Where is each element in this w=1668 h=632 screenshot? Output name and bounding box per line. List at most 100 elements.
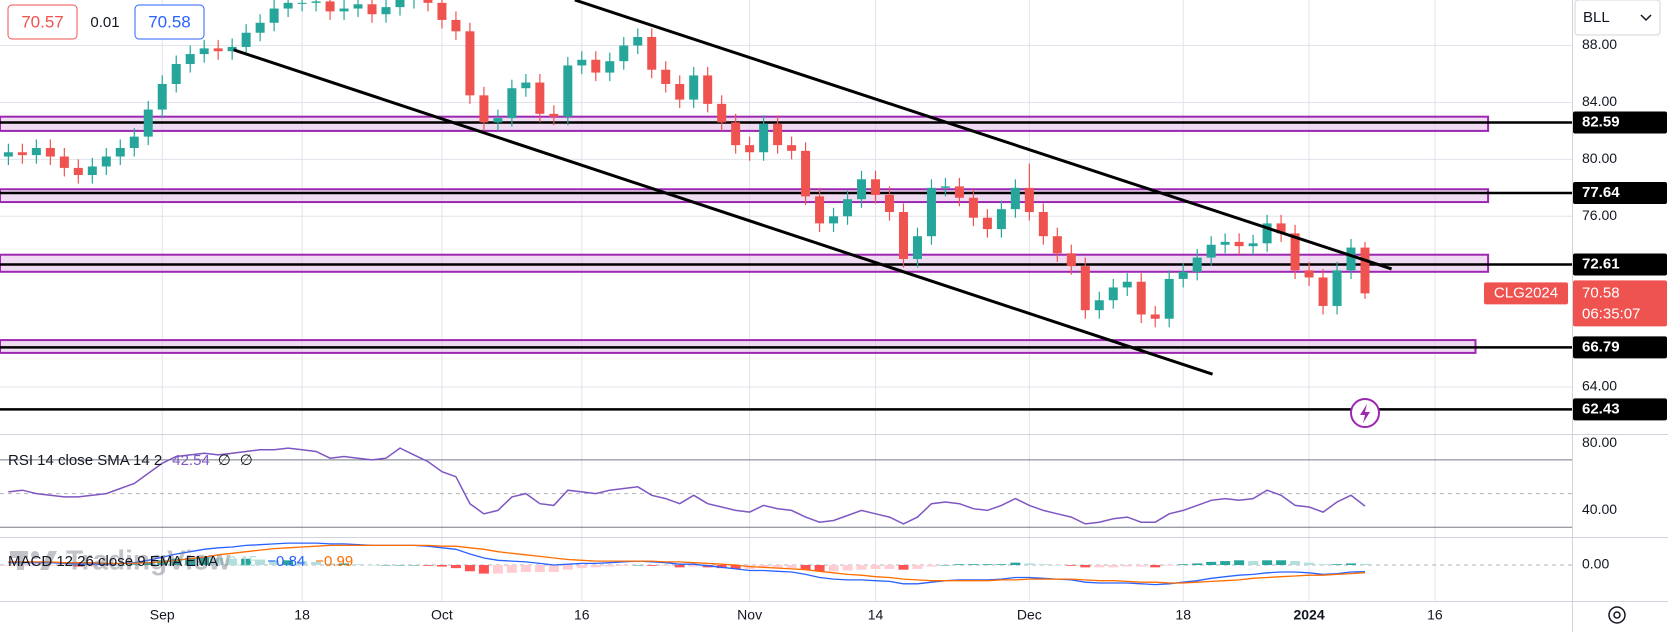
y-tick-label: 80.00 — [1582, 434, 1617, 450]
macd-histogram-bar — [408, 565, 419, 566]
x-tick-label: 2024 — [1293, 607, 1324, 623]
macd-histogram-bar — [1024, 563, 1035, 565]
macd-histogram-bar — [632, 565, 643, 566]
macd-histogram-bar — [1010, 562, 1021, 565]
macd-histogram-bar — [1094, 565, 1105, 568]
macd-value: −0.84 — [267, 553, 305, 570]
candle-body — [1332, 270, 1342, 306]
macd-histogram-bar — [1136, 565, 1147, 567]
candle-body — [1234, 241, 1244, 247]
macd-histogram-bar — [1346, 563, 1357, 565]
candle-body — [1220, 241, 1230, 245]
macd-histogram-bar — [730, 565, 741, 569]
macd-histogram-bar — [478, 565, 489, 574]
candle-body — [801, 150, 811, 197]
candle-body — [549, 113, 559, 117]
candle-body — [1024, 187, 1034, 213]
lightning — [1360, 404, 1370, 423]
macd-histogram-bar — [367, 565, 378, 566]
candle-body — [1094, 300, 1104, 311]
x-tick-label: Oct — [431, 607, 453, 623]
macd-histogram-bar — [506, 565, 517, 573]
candle-body — [101, 156, 111, 167]
logo-part — [17, 551, 24, 570]
macd-histogram-bar — [1164, 565, 1175, 566]
candle-body — [940, 186, 950, 188]
macd-histogram-bar — [1122, 565, 1133, 567]
settings-icon[interactable] — [1608, 606, 1626, 624]
candle-body — [717, 103, 727, 123]
level-label: 72.61 — [1582, 255, 1620, 272]
macd-histogram-bar — [129, 564, 140, 565]
spread: 0.01 — [90, 14, 119, 31]
candle-body — [129, 136, 139, 148]
macd-histogram-bar — [604, 565, 615, 567]
candle-body — [1276, 223, 1286, 234]
candle-body — [1248, 243, 1258, 247]
candle-body — [954, 186, 964, 198]
rsi-na: ∅ — [240, 452, 253, 469]
candle-body — [689, 75, 699, 100]
rsi-line — [8, 447, 1366, 525]
macd-histogram-bar — [1360, 563, 1371, 565]
candle-body — [1164, 278, 1174, 319]
macd-histogram-bar — [73, 565, 84, 567]
macd-histogram-bar — [115, 565, 126, 566]
symbol-label: CLG2024 — [1494, 284, 1558, 301]
macd-histogram-bar — [199, 557, 210, 565]
candle-body — [451, 19, 461, 32]
candle-body — [1122, 281, 1132, 288]
candle-body — [591, 59, 601, 73]
candle-body — [1080, 266, 1090, 311]
macd-histogram-bar — [562, 565, 573, 570]
rsi-pane — [0, 447, 1572, 528]
candle-body — [871, 179, 881, 195]
candle-body — [17, 152, 27, 156]
x-tick-label: 18 — [1175, 607, 1191, 623]
macd-histogram-bar — [3, 565, 14, 566]
candle-body — [968, 197, 978, 218]
candle-body — [633, 36, 643, 46]
macd-histogram-bar — [1150, 565, 1161, 568]
macd-histogram-bar — [1178, 564, 1189, 565]
macd-histogram-bar — [87, 565, 98, 567]
candle-body — [3, 152, 13, 157]
candle-body — [884, 194, 894, 213]
candle-body — [297, 2, 307, 4]
candle-body — [1108, 287, 1118, 301]
candle-body — [171, 64, 181, 84]
macd-histogram-bar — [912, 565, 923, 569]
overlay: 70.57 0.01 70.58 BLL TradingView Sep 18 Oc… — [7, 0, 1667, 624]
macd-histogram-bar — [548, 565, 559, 573]
candle-body — [829, 216, 839, 224]
chevron — [1640, 14, 1652, 22]
macd-histogram-bar — [996, 564, 1007, 565]
logo-part — [40, 551, 57, 570]
macd-histogram-bar — [1318, 564, 1329, 565]
buy-box[interactable] — [134, 4, 205, 40]
macd-histogram-bar — [576, 565, 587, 569]
symbol-selector[interactable] — [1574, 0, 1661, 36]
sell-box[interactable] — [7, 4, 78, 40]
macd-histogram-bar — [940, 565, 951, 566]
candle-body — [507, 88, 517, 119]
signal-line — [8, 544, 1366, 584]
candle-body — [311, 1, 321, 3]
macd-histogram-bar — [1052, 565, 1063, 566]
buy-price: 70.58 — [148, 12, 191, 31]
candle-body — [1010, 187, 1020, 210]
candle-body — [703, 75, 713, 104]
candle-body — [227, 46, 237, 52]
macd-histogram-bar — [842, 565, 853, 571]
macd-histogram-bar — [45, 565, 56, 566]
macd-histogram-bar — [241, 558, 252, 565]
macd-histogram-bar — [982, 564, 993, 565]
candle-body — [815, 196, 825, 224]
candle-body — [759, 123, 769, 153]
candle-body — [619, 45, 629, 62]
candle-body — [787, 145, 797, 151]
x-tick-label: Nov — [737, 607, 762, 623]
macd-histogram-bar — [814, 565, 825, 572]
